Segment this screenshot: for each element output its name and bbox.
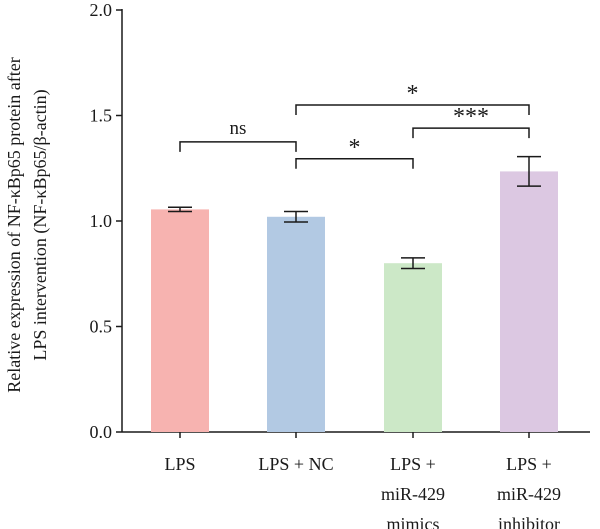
- significance-label: ***: [453, 104, 489, 130]
- error-bars: [168, 155, 541, 270]
- x-tick-label: LPS + miR-429 mimics: [381, 454, 445, 529]
- y-tick-label: 0.0: [90, 422, 113, 442]
- y-tick-label: 1.5: [90, 106, 113, 126]
- bar: [151, 209, 209, 432]
- x-tick-label: LPS + miR-429 inhibitor: [497, 454, 561, 529]
- y-axis-label-line: LPS intervention (NF-κBp65/β-actin): [30, 89, 51, 360]
- x-tick-label: LPS: [164, 454, 195, 474]
- significance-label: *: [407, 81, 419, 107]
- significance-brackets: ns*****: [179, 81, 530, 169]
- significance-bracket: *: [295, 81, 530, 115]
- bars: [151, 171, 558, 433]
- y-axis-label-line: Relative expression of NF-κBp65 protein …: [4, 57, 24, 393]
- y-tick-label: 0.5: [90, 317, 113, 337]
- significance-label: *: [349, 135, 361, 161]
- error-bar: [284, 210, 308, 223]
- y-tick-label: 1.0: [90, 211, 113, 231]
- y-axis-label: Relative expression of NF-κBp65 protein …: [4, 57, 51, 393]
- error-bar: [168, 206, 192, 213]
- significance-bracket: ***: [412, 104, 530, 139]
- y-tick-label: 2.0: [90, 0, 113, 20]
- significance-bracket: *: [295, 135, 414, 169]
- x-tick-labels: LPS LPS + NC LPS + miR-429 mimics LPS + miR-42…: [164, 432, 561, 529]
- bar: [267, 216, 325, 432]
- bar: [500, 171, 558, 433]
- bar: [384, 263, 442, 432]
- error-bar: [517, 155, 541, 187]
- error-bar: [401, 257, 425, 270]
- significance-bracket: ns: [179, 118, 297, 152]
- significance-label: ns: [230, 118, 247, 139]
- x-tick-label: LPS + NC: [258, 454, 333, 474]
